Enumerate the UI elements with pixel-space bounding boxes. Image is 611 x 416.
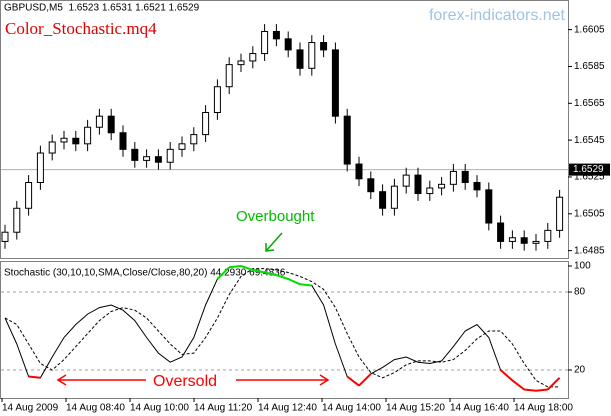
zone-segment <box>229 265 242 269</box>
candle-body <box>331 49 339 117</box>
candle-body <box>284 38 292 51</box>
zone-segment <box>358 373 372 387</box>
zone-segment <box>252 268 265 274</box>
candle-body <box>544 229 552 242</box>
y-tick-label: 1.6525 <box>574 172 605 183</box>
zone-segment <box>264 271 277 277</box>
last-price-box <box>569 163 610 176</box>
candle-body <box>414 174 422 195</box>
candle-body <box>556 196 564 231</box>
candle-body <box>473 181 481 191</box>
candle-body <box>261 30 269 55</box>
candle-body <box>426 187 434 195</box>
symbol-header: GBPUSD,M5 1.6523 1.6531 1.6521 1.6529 <box>4 3 200 14</box>
candle-body <box>438 183 446 189</box>
zone-segment <box>524 388 537 392</box>
indicator-label: Stochastic (30,10,10,SMA,Close/Close,80,… <box>4 268 286 279</box>
last-price-label: 1.6529 <box>573 164 604 175</box>
candle-body <box>485 189 493 224</box>
zone-segment <box>299 283 312 287</box>
candle-body <box>532 240 540 244</box>
candle-body <box>296 49 304 69</box>
candle-body <box>225 64 233 88</box>
zone-segment <box>499 369 514 382</box>
candle-body <box>461 170 469 183</box>
candle-body <box>190 134 198 145</box>
candle-body <box>520 237 528 244</box>
overbought-label: Overbought <box>236 208 315 225</box>
zone-segment <box>240 265 254 271</box>
x-tick-label: 14 Aug 14:00 <box>322 403 381 414</box>
candle-body <box>48 141 56 154</box>
x-tick-label: 14 Aug 16:40 <box>450 403 509 414</box>
zone-segment <box>28 375 41 379</box>
candle-body <box>60 137 68 143</box>
candle-body <box>143 156 151 161</box>
oversold-arrows <box>56 374 330 386</box>
y-tick-label: 1.6585 <box>574 61 605 72</box>
candle-body <box>402 174 410 187</box>
signal-line <box>4 268 560 388</box>
candle-body <box>95 115 103 128</box>
candle-body <box>25 181 33 209</box>
candle-body <box>379 191 387 209</box>
candle-body <box>308 42 316 69</box>
candle-body <box>154 156 162 163</box>
candle-body <box>178 143 186 150</box>
y-tick-label: 1.6545 <box>574 135 605 146</box>
x-tick-label: 14 Aug 10:00 <box>130 403 189 414</box>
candle-body <box>13 207 21 233</box>
candle-body <box>131 148 139 161</box>
candle-body <box>343 115 351 165</box>
y-tick-label: 80 <box>574 287 586 298</box>
y-tick-label: 100 <box>574 261 591 272</box>
x-tick-label: 14 Aug 12:40 <box>258 403 317 414</box>
candle-body <box>449 170 457 185</box>
candle-body <box>107 115 115 134</box>
x-tick-label: 14 Aug 18:00 <box>514 403 573 414</box>
zone-segment <box>287 278 301 286</box>
zone-segment <box>346 375 360 387</box>
y-tick-label: 1.6485 <box>574 245 605 256</box>
candle-body <box>202 112 210 136</box>
x-tick-label: 14 Aug 08:40 <box>66 403 125 414</box>
candle-body <box>119 132 127 150</box>
chart-title: Color_Stochastic.mq4 <box>5 19 157 38</box>
zone-segment <box>276 274 289 280</box>
x-tick-label: 14 Aug 2009 <box>2 403 59 414</box>
candle-body <box>166 148 174 163</box>
candle-body <box>367 178 375 193</box>
candle-body <box>36 152 44 183</box>
candle-body <box>1 231 9 242</box>
x-tick-label: 14 Aug 15:20 <box>386 403 445 414</box>
candle-body <box>508 237 516 242</box>
candle-body <box>213 86 221 114</box>
candle-body <box>237 60 245 66</box>
watermark: forex-indicators.net <box>429 7 566 24</box>
zone-segment <box>535 388 548 392</box>
oversold-label: Oversold <box>153 373 217 390</box>
zone-segment <box>216 266 230 280</box>
candle-body <box>272 30 280 40</box>
candle-body <box>84 126 92 145</box>
candle-body <box>497 222 505 242</box>
candle-body <box>320 42 328 51</box>
y-tick-label: 1.6505 <box>574 208 605 219</box>
y-tick-label: 20 <box>574 365 586 376</box>
x-tick-label: 14 Aug 11:20 <box>194 403 253 414</box>
candle-body <box>355 163 363 180</box>
candle-body <box>390 185 398 209</box>
indicator-panel <box>0 261 569 399</box>
y-tick-label: 1.6605 <box>574 24 605 35</box>
candle-body <box>249 53 257 62</box>
candle-body <box>72 137 80 145</box>
zone-segment <box>511 379 525 391</box>
y-tick-label: 1.6565 <box>574 98 605 109</box>
overbought-arrow <box>265 232 283 252</box>
zone-segment <box>547 377 561 391</box>
price-panel <box>0 0 569 259</box>
